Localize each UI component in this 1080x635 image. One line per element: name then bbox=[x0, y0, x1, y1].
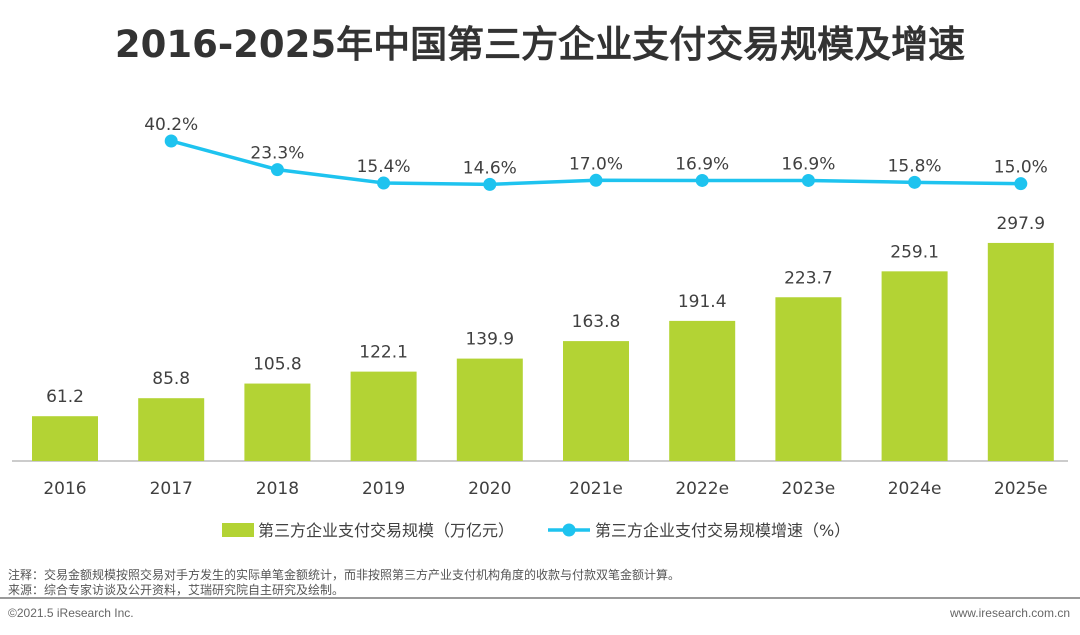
bar bbox=[775, 297, 842, 461]
bar bbox=[244, 383, 311, 461]
bar-label: 122.1 bbox=[359, 343, 408, 363]
growth-point bbox=[908, 175, 922, 189]
copyright: ©2021.5 iResearch Inc. bbox=[8, 606, 134, 620]
chart-note: 注释：交易金额规模按照交易对手方发生的实际单笔金额统计，而非按照第三方产业支付机… bbox=[8, 568, 681, 582]
bar bbox=[138, 398, 205, 461]
bar-label: 139.9 bbox=[465, 330, 514, 350]
bar bbox=[563, 341, 629, 461]
legend-line-marker bbox=[562, 523, 576, 537]
bar-label: 259.1 bbox=[890, 242, 939, 262]
growth-label: 16.9% bbox=[781, 154, 835, 174]
growth-label: 16.9% bbox=[675, 154, 729, 174]
bar-label: 191.4 bbox=[678, 292, 727, 312]
growth-point bbox=[483, 177, 497, 191]
bar-label: 85.8 bbox=[152, 369, 190, 389]
x-tick-label: 2019 bbox=[362, 479, 405, 499]
growth-point bbox=[1014, 177, 1028, 191]
x-tick-label: 2024e bbox=[888, 479, 942, 499]
x-tick-label: 2023e bbox=[782, 479, 836, 499]
bar bbox=[350, 371, 417, 461]
bar bbox=[456, 358, 523, 461]
bar bbox=[669, 320, 736, 461]
growth-label: 40.2% bbox=[144, 115, 198, 135]
chart-title: 2016-2025年中国第三方企业支付交易规模及增速 bbox=[114, 23, 966, 66]
growth-label: 14.6% bbox=[463, 158, 517, 178]
growth-label: 15.0% bbox=[994, 158, 1048, 178]
legend-bar-label: 第三方企业支付交易规模（万亿元） bbox=[258, 521, 514, 540]
bar-label: 61.2 bbox=[46, 387, 84, 407]
bar-label: 105.8 bbox=[253, 355, 302, 375]
growth-point bbox=[270, 163, 284, 177]
growth-label: 17.0% bbox=[569, 154, 623, 174]
bar-label: 163.8 bbox=[572, 312, 621, 332]
growth-point bbox=[589, 173, 603, 187]
x-tick-label: 2025e bbox=[994, 479, 1048, 499]
growth-label: 15.8% bbox=[888, 156, 942, 176]
growth-label: 15.4% bbox=[357, 157, 411, 177]
site-url: www.iresearch.com.cn bbox=[949, 606, 1070, 620]
bar bbox=[881, 271, 948, 461]
bar bbox=[987, 242, 1054, 461]
bar-label: 223.7 bbox=[784, 268, 833, 288]
divider bbox=[0, 597, 1080, 599]
x-tick-label: 2018 bbox=[256, 479, 299, 499]
x-tick-label: 2021e bbox=[569, 479, 623, 499]
growth-point bbox=[377, 176, 391, 190]
chart-source: 来源：综合专家访谈及公开资料，艾瑞研究院自主研究及绘制。 bbox=[8, 583, 345, 597]
x-tick-label: 2022e bbox=[675, 479, 729, 499]
legend-line-label: 第三方企业支付交易规模增速（%） bbox=[595, 521, 850, 540]
growth-label: 23.3% bbox=[250, 144, 304, 164]
growth-point bbox=[801, 173, 815, 187]
growth-point bbox=[695, 173, 709, 187]
x-tick-label: 2020 bbox=[468, 479, 511, 499]
bar bbox=[32, 416, 98, 461]
bar-label: 297.9 bbox=[996, 214, 1045, 234]
legend-bar-swatch bbox=[222, 523, 254, 537]
growth-point bbox=[164, 134, 178, 148]
x-tick-label: 2016 bbox=[43, 479, 86, 499]
x-tick-label: 2017 bbox=[150, 479, 193, 499]
